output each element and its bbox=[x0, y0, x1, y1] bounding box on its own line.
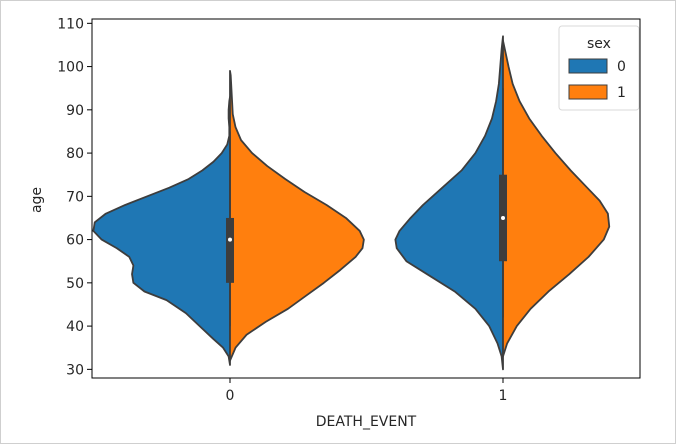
y-tick-label-40: 40 bbox=[66, 319, 84, 335]
axes-layer: 30 40 50 60 70 80 90 100 110 0 1 bbox=[57, 16, 641, 404]
violins-layer bbox=[92, 35, 611, 371]
legend: sex 0 1 bbox=[558, 25, 640, 111]
y-tick-label-90: 90 bbox=[66, 103, 84, 119]
iqr-box-event-0 bbox=[226, 217, 234, 283]
legend-swatch-1 bbox=[568, 84, 608, 100]
y-tick-label-30: 30 bbox=[66, 362, 84, 378]
legend-label-1: 1 bbox=[617, 85, 626, 101]
y-tick-label-50: 50 bbox=[66, 276, 84, 292]
legend-title: sex bbox=[587, 36, 611, 52]
plot-area-frame bbox=[91, 18, 641, 379]
x-axis-title: DEATH_EVENT bbox=[316, 414, 417, 430]
median-marker-event-0 bbox=[228, 237, 232, 242]
legend-label-0: 0 bbox=[617, 59, 626, 75]
legend-swatch-0 bbox=[568, 58, 608, 74]
y-tick-label-70: 70 bbox=[66, 189, 84, 205]
y-tick-label-110: 110 bbox=[57, 16, 84, 32]
x-tick-label-0: 0 bbox=[226, 388, 235, 404]
median-marker-event-1 bbox=[501, 215, 505, 220]
violin-sex-0-event-1 bbox=[394, 35, 504, 371]
violin-sex-1-event-1 bbox=[502, 39, 611, 358]
x-tick-label-1: 1 bbox=[499, 388, 508, 404]
y-tick-label-100: 100 bbox=[57, 60, 84, 76]
y-axis-title: age bbox=[29, 187, 45, 213]
violin-sex-1-event-0 bbox=[229, 70, 365, 362]
y-tick-label-80: 80 bbox=[66, 146, 84, 162]
violin-sex-0-event-0 bbox=[92, 95, 231, 366]
y-tick-label-60: 60 bbox=[66, 233, 84, 249]
inner-boxes-layer bbox=[226, 88, 507, 327]
